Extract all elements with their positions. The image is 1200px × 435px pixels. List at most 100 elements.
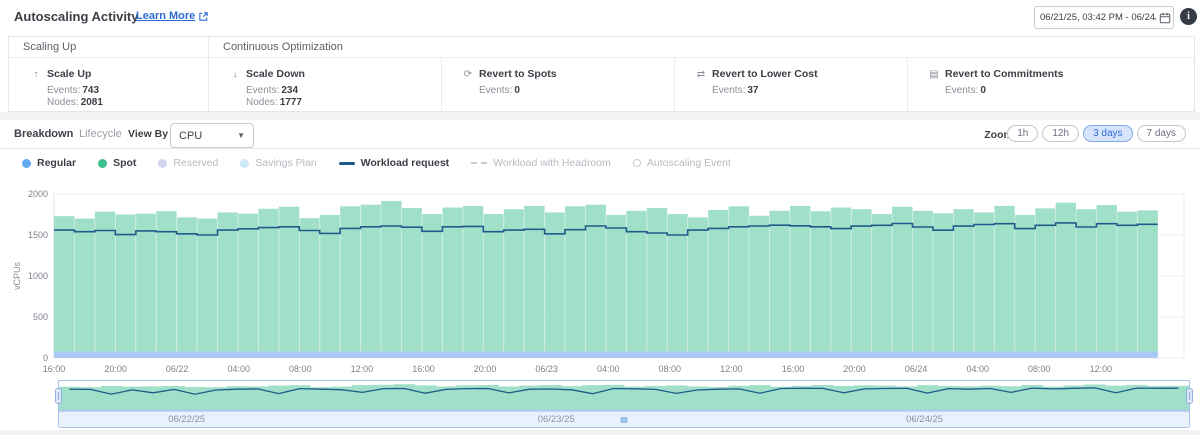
summary-cells: ↑ Scale Up Events: 743 Nodes: 2081 ↓ Scale… [9,58,1194,111]
section-separator [0,112,1200,120]
legend-item-reserved[interactable]: Reserved [158,157,218,169]
svg-text:04:00: 04:00 [597,364,620,374]
brush-handle-right[interactable] [1186,388,1193,404]
learn-more-label: Learn More [136,10,196,22]
events-count: Events: 0 [479,85,520,96]
svg-text:0: 0 [43,353,48,363]
svg-text:16:00: 16:00 [782,364,805,374]
legend-dot-icon [22,158,31,168]
stat-label: Revert to Commitments [945,68,1064,80]
legend-label: Workload request [360,157,450,169]
timeline-scrollbar[interactable]: 06/22/25 06/23/25 06/24/25 [59,411,1189,427]
group-title-continuous-optimization: Continuous Optimization [223,41,343,53]
legend-dot-icon [98,158,108,168]
legend-item-workload-request[interactable]: Workload request [338,157,450,169]
timeline-date-label: 06/22/25 [168,414,206,425]
view-by-label: View By [128,128,169,140]
svg-text:20:00: 20:00 [104,364,127,374]
scaling-summary-panel: Scaling Up Continuous Optimization ↑ Sca… [8,36,1195,112]
chart-legend: Regular Spot Reserved Savings Plan Workload … [22,155,731,171]
view-by-select[interactable]: CPU ▼ [170,123,254,148]
stat-label: Revert to Lower Cost [712,68,818,80]
svg-text:04:00: 04:00 [966,364,989,374]
brush-handle-left[interactable] [55,388,62,404]
stat-label: Scale Up [47,68,92,80]
timeline-date-label: 06/23/25 [537,414,575,425]
stat-cell-scale-down: ↓ Scale Down Events: 234 Nodes: 1777 [208,66,441,111]
panel-divider [907,58,908,111]
zoom-option-1h[interactable]: 1h [1007,125,1039,142]
nodes-count: Nodes: 2081 [47,97,103,108]
svg-text:vCPUs: vCPUs [12,262,22,291]
stat-cell-revert-to-spots: ⟳ Revert to Spots Events: 0 [441,66,674,111]
svg-text:500: 500 [33,312,48,322]
svg-text:12:00: 12:00 [351,364,374,374]
events-count: Events: 0 [945,85,986,96]
calendar-icon[interactable] [1159,12,1171,24]
panel-divider [674,58,675,111]
svg-text:20:00: 20:00 [474,364,497,374]
page-title: Autoscaling Activity [14,9,139,24]
svg-text:12:00: 12:00 [1090,364,1113,374]
svg-text:16:00: 16:00 [412,364,435,374]
svg-text:04:00: 04:00 [227,364,250,374]
zoom-by-options: 1h 12h 3 days 7 days [1007,125,1186,142]
stat-label: Revert to Spots [479,68,557,80]
svg-text:16:00: 16:00 [43,364,66,374]
stat-cell-revert-to-lower-cost: ⇄ Revert to Lower Cost Events: 37 [674,66,907,111]
events-count: Events: 234 [246,85,299,96]
info-button[interactable]: i [1180,8,1197,25]
legend-item-savings-plan[interactable]: Savings Plan [240,157,317,169]
legend-item-spot[interactable]: Spot [98,157,136,169]
legend-label: Reserved [173,157,219,169]
group-title-scaling-up: Scaling Up [23,41,77,53]
legend-item-autoscaling-event[interactable]: Autoscaling Event [632,157,731,169]
chevron-down-icon: ▼ [237,131,245,140]
events-count: Events: 37 [712,85,759,96]
svg-text:1500: 1500 [28,230,48,240]
zoom-option-7-days[interactable]: 7 days [1136,125,1186,142]
date-range-picker[interactable] [1034,6,1174,29]
events-count: Events: 743 [47,85,100,96]
legend-item-regular[interactable]: Regular [22,157,76,169]
legend-label: Workload with Headroom [493,157,611,169]
date-range-input[interactable] [1040,12,1156,23]
timeline-brush[interactable]: 06/22/25 06/23/25 06/24/25 [55,380,1193,428]
brush-overview-chart[interactable] [59,381,1189,411]
zoom-option-3-days[interactable]: 3 days [1083,125,1133,142]
svg-text:1000: 1000 [28,271,48,281]
svg-text:12:00: 12:00 [720,364,743,374]
divider [0,148,1200,149]
tab-breakdown[interactable]: Breakdown [14,128,74,140]
tab-lifecycle[interactable]: Lifecycle [79,128,122,140]
revert-to-spots-icon: ⟳ [463,68,473,80]
svg-text:08:00: 08:00 [1028,364,1051,374]
revert-to-commitments-icon: ▤ [929,68,939,80]
zoom-option-12h[interactable]: 12h [1042,125,1080,142]
svg-text:08:00: 08:00 [659,364,682,374]
legend-dot-icon [158,158,168,168]
svg-text:08:00: 08:00 [289,364,312,374]
legend-label: Regular [37,157,77,169]
nodes-count: Nodes: 1777 [246,97,302,108]
legend-label: Savings Plan [255,157,317,169]
summary-group-titles: Scaling Up Continuous Optimization [9,37,1194,58]
stat-cell-scale-up: ↑ Scale Up Events: 743 Nodes: 2081 [9,66,208,111]
legend-label: Spot [113,157,137,169]
legend-item-workload-with-headroom[interactable]: Workload with Headroom [471,157,611,169]
panel-divider [441,58,442,111]
page-header: Autoscaling Activity Learn More i [0,0,1200,34]
legend-dashed-line-icon [471,162,488,164]
legend-line-icon [338,161,355,165]
svg-text:06/23: 06/23 [535,364,558,374]
scrollbar-thumb-marker[interactable] [620,417,628,423]
chart-controls: Breakdown Lifecycle View By CPU ▼ Zoom b… [0,120,1200,148]
autoscaling-activity-chart[interactable]: 0 500 1000 1500 2000 vCPUs 16:00 20:00 06/22 04:0… [8,182,1192,378]
revert-to-lower-cost-icon: ⇄ [696,68,706,80]
legend-ring-icon [632,159,641,167]
stat-label: Scale Down [246,68,305,80]
timeline-date-label: 06/24/25 [906,414,944,425]
learn-more-link[interactable]: Learn More [136,10,209,22]
section-separator [0,430,1200,435]
